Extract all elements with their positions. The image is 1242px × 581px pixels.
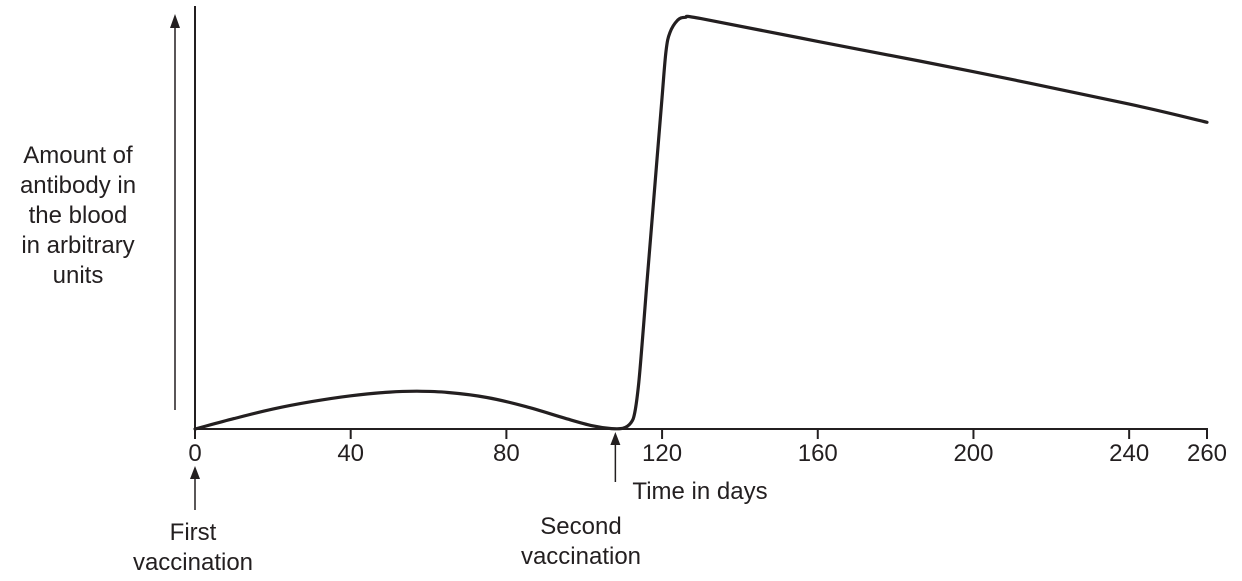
y-axis-label: Amount of antibody in the blood in arbitrar… [20,142,136,289]
x-tick-label: 0 [188,440,201,467]
y-arrow-head [170,14,180,28]
y-label-line: antibody in [20,172,136,199]
y-label-line: units [53,262,104,289]
x-tick-label: 160 [798,440,838,467]
x-tick-label: 240 [1109,440,1149,467]
x-tick-label: 80 [493,440,520,467]
annotation-label: vaccination [133,549,253,576]
x-axis-ticks: 0 40 80 120 160 200 240 260 [188,429,1227,467]
axes [170,6,1208,430]
y-label-line: the blood [29,202,128,229]
y-label-line: in arbitrary [21,232,134,259]
annotation-label: First [170,519,217,546]
annotation-arrow-head [610,432,621,445]
x-tick-label: 40 [337,440,364,467]
annotation-arrow-head [190,466,200,479]
antibody-curve [193,14,1209,431]
annotations: First vaccination Second vaccination [133,432,641,576]
x-axis-label: Time in days [632,478,767,505]
annotation-label: vaccination [521,543,641,570]
x-tick-label: 260 [1187,440,1227,467]
x-tick-label: 120 [642,440,682,467]
annotation-label: Second [540,513,621,540]
y-label-line: Amount of [23,142,133,169]
x-tick-label: 200 [953,440,993,467]
